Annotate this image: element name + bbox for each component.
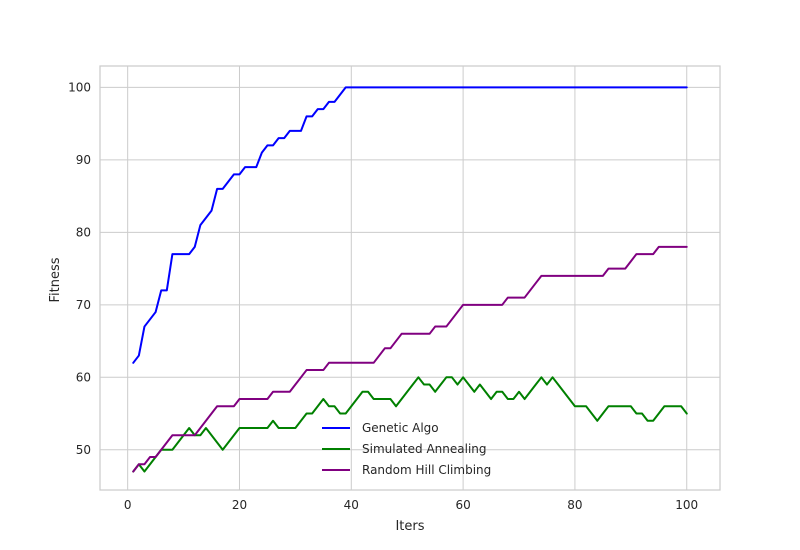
x-tick-label: 40 [344,498,359,512]
series-line-simulated-annealing [132,376,688,473]
x-tick-label: 60 [455,498,470,512]
plot-frame [99,65,721,491]
legend-label: Simulated Annealing [362,442,487,456]
y-tick-label: 70 [76,298,91,312]
x-tick-label: 0 [124,498,132,512]
series-line-genetic-algo [132,86,688,364]
legend-label: Genetic Algo [362,421,439,435]
x-tick-labels: 0 20 40 60 80 100 [124,498,698,512]
series-line-random-hill-climbing [132,245,688,473]
x-tick-label: 20 [232,498,247,512]
legend: Genetic Algo Simulated Annealing Random Hi… [322,421,491,477]
y-tick-label: 90 [76,153,91,167]
y-tick-label: 60 [76,370,91,384]
series-lines [132,86,688,473]
y-tick-labels: 50 60 70 80 90 100 [68,80,91,456]
y-axis-label: Fitness [48,257,63,302]
x-tick-label: 80 [567,498,582,512]
y-tick-label: 50 [76,443,91,457]
y-tick-label: 100 [68,80,91,94]
y-tick-label: 80 [76,225,91,239]
x-tick-label: 100 [675,498,698,512]
plot-background [100,66,720,490]
x-axis-label: Iters [395,519,424,534]
grid-lines [100,66,720,490]
legend-label: Random Hill Climbing [362,463,491,477]
